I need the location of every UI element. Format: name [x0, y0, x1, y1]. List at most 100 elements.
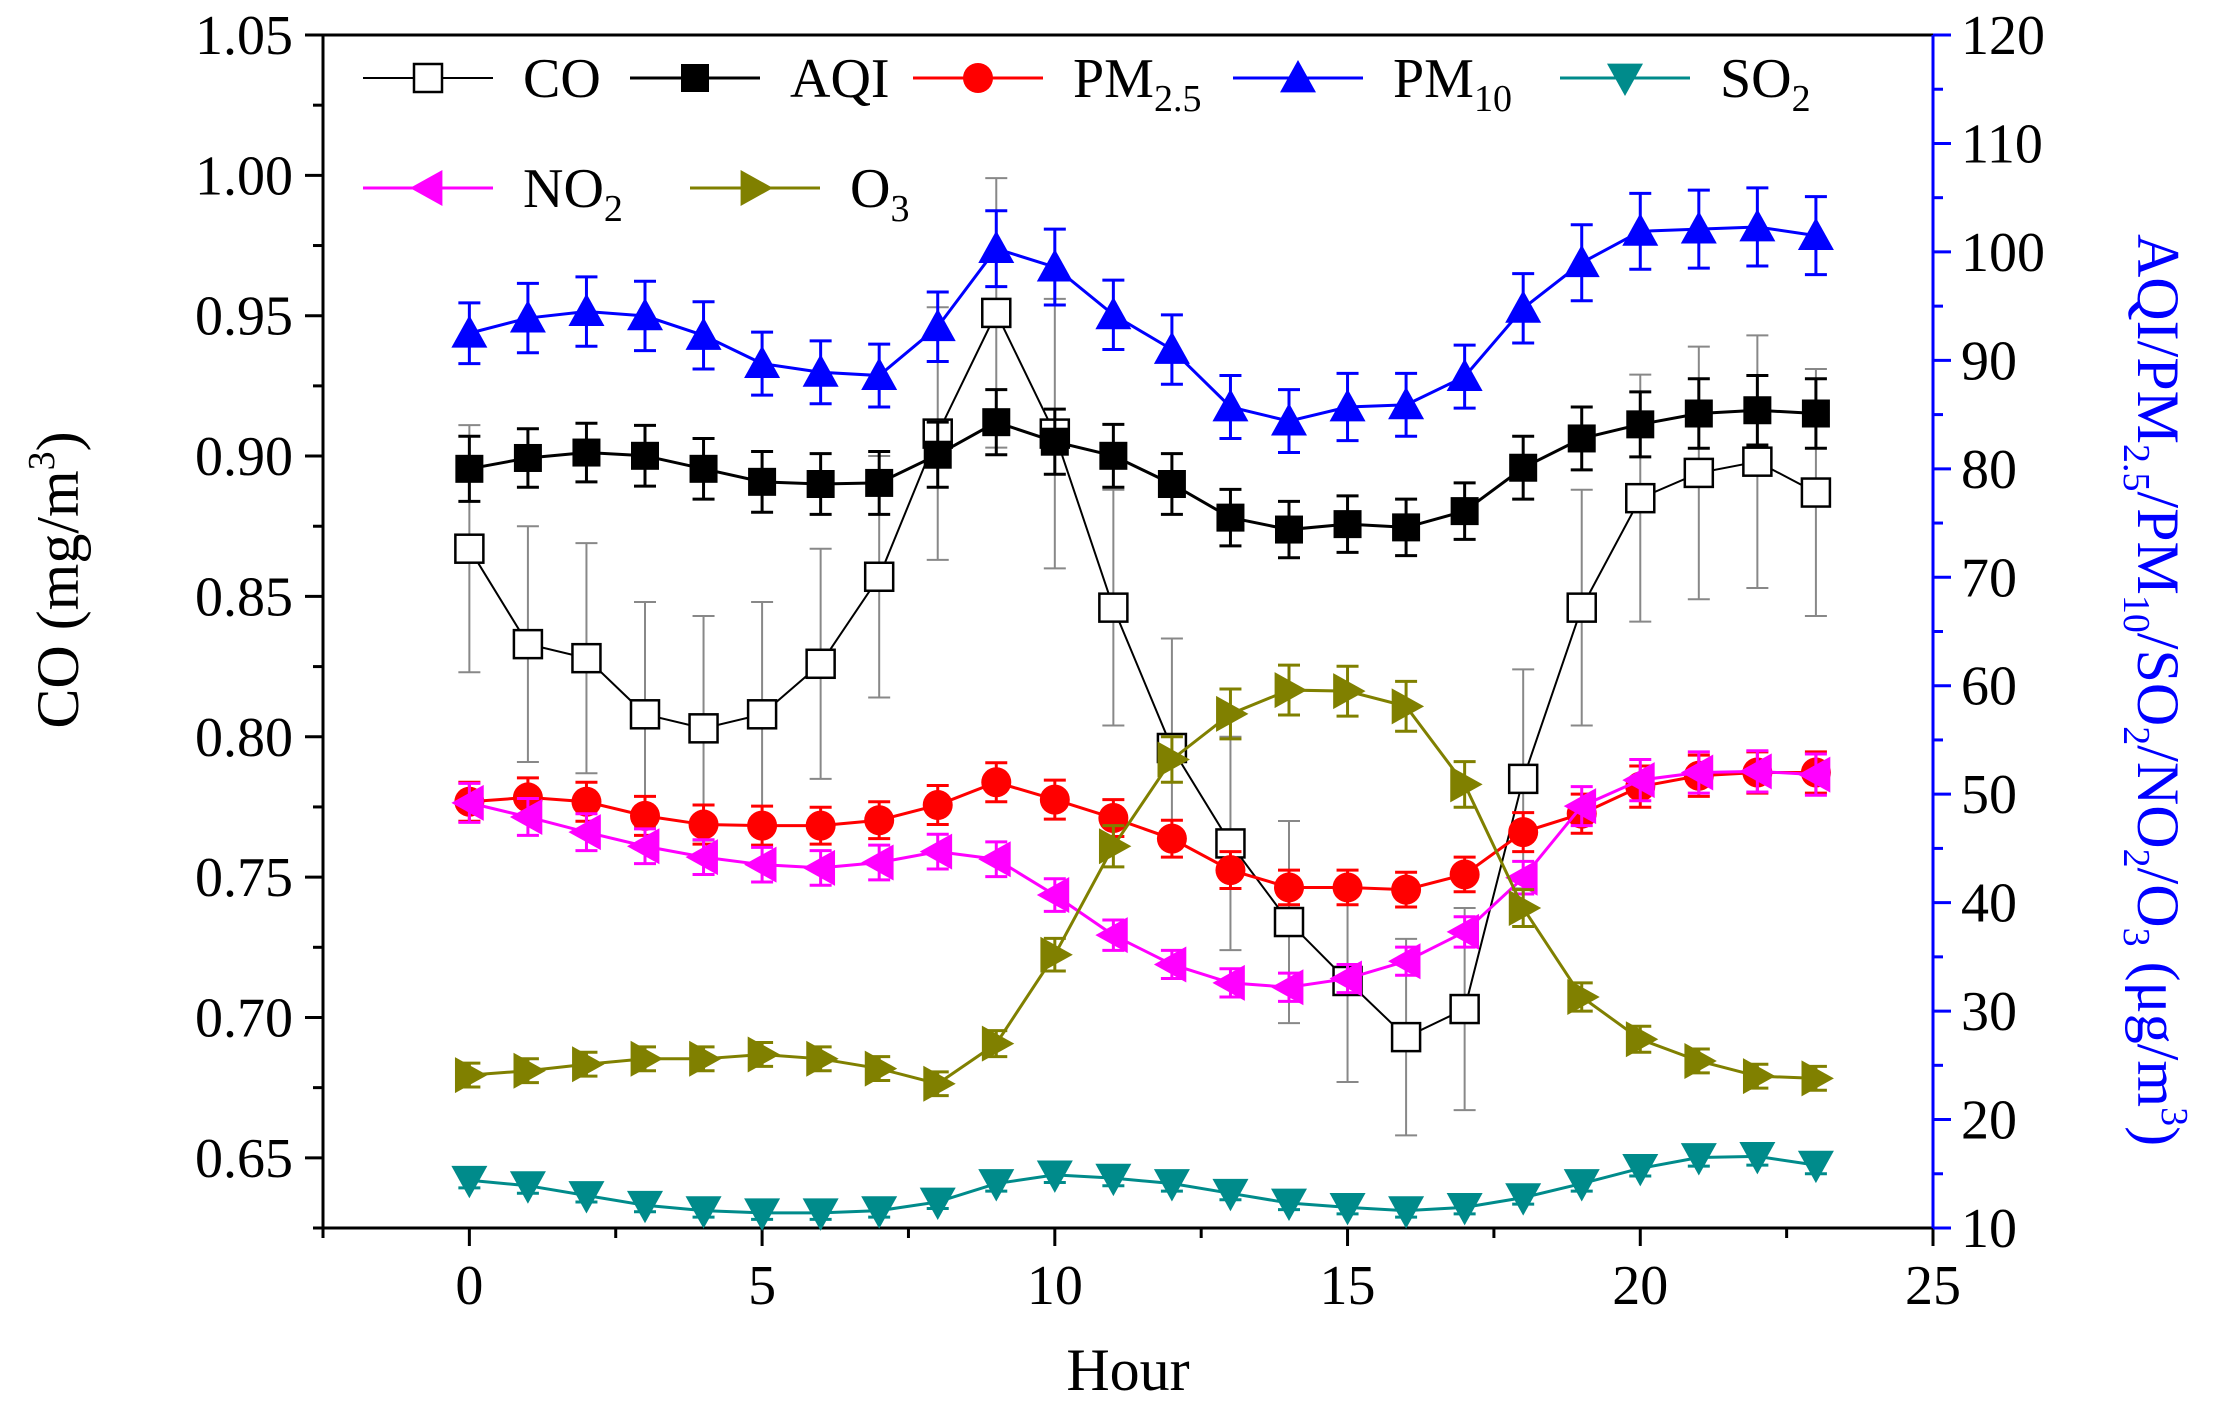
- data-point: [1684, 1042, 1717, 1079]
- data-point: [861, 357, 898, 390]
- data-point: [1329, 960, 1362, 997]
- data-point: [689, 454, 718, 483]
- data-point: [1797, 1150, 1834, 1184]
- data-point: [923, 1065, 956, 1102]
- legend-item-aqi: AQI: [630, 48, 890, 110]
- data-point: [919, 833, 953, 870]
- data-point: [864, 805, 895, 836]
- data-point: [627, 828, 660, 865]
- data-point: [1036, 877, 1070, 914]
- data-point: [454, 533, 485, 564]
- data-point: [748, 467, 777, 496]
- data-point: [1683, 457, 1715, 489]
- series-line: [468, 225, 1817, 423]
- data-point: [1446, 913, 1480, 950]
- data-point: [568, 1181, 605, 1214]
- data-point: [978, 1169, 1015, 1202]
- data-point: [627, 1190, 663, 1224]
- right-y-tick-label: 20: [1961, 1090, 2017, 1152]
- data-point: [1743, 396, 1772, 425]
- legend-marker: [1607, 63, 1643, 96]
- x-tick-label: 10: [1027, 1255, 1083, 1317]
- data-point: [1388, 1196, 1425, 1229]
- data-point: [1212, 964, 1245, 1001]
- x-tick-label: 5: [748, 1255, 776, 1317]
- data-point: [1622, 1153, 1659, 1187]
- left-y-tick-label: 0.70: [195, 987, 293, 1049]
- data-point: [1567, 978, 1600, 1015]
- data-point: [509, 300, 546, 333]
- data-point: [685, 1196, 722, 1229]
- left-y-tick-label: 0.80: [195, 707, 293, 769]
- data-point: [1739, 208, 1776, 242]
- data-point: [806, 470, 835, 499]
- data-point: [1801, 1060, 1834, 1097]
- right-y-tick-label: 70: [1961, 547, 2017, 609]
- data-point: [802, 849, 836, 886]
- left-y-tick-label: 0.85: [195, 566, 293, 628]
- data-point: [864, 1050, 898, 1087]
- data-point: [1625, 482, 1656, 514]
- data-point: [1099, 441, 1128, 470]
- data-point: [571, 786, 602, 817]
- legend-marker: [412, 62, 444, 94]
- data-point: [747, 1036, 781, 1073]
- data-point: [1153, 1169, 1190, 1202]
- data-point: [568, 814, 601, 851]
- right-y-tick-label: 10: [1961, 1198, 2017, 1260]
- data-point: [1680, 211, 1717, 244]
- left-y-tick-label: 1.00: [195, 145, 293, 207]
- data-point: [1098, 828, 1132, 865]
- left-y-tick-label: 0.95: [195, 286, 293, 348]
- data-point: [982, 408, 1011, 437]
- data-point: [572, 1046, 605, 1083]
- data-point: [1801, 399, 1830, 428]
- data-point: [805, 648, 836, 680]
- legend-item-pm10: PM10: [1233, 48, 1512, 120]
- data-point: [1040, 936, 1073, 973]
- x-tick-label: 15: [1320, 1255, 1376, 1317]
- legend-marker: [740, 170, 773, 206]
- data-point: [1271, 403, 1307, 436]
- data-point: [919, 1187, 956, 1220]
- data-point: [1275, 515, 1303, 544]
- data-point: [513, 443, 542, 472]
- left-y-tick-label: 0.75: [195, 847, 293, 909]
- data-point: [1446, 358, 1483, 392]
- series-pm10: [451, 186, 1834, 455]
- data-point: [1567, 424, 1596, 453]
- data-point: [1329, 1192, 1366, 1226]
- data-point: [1508, 890, 1542, 927]
- data-point: [1274, 872, 1304, 903]
- data-point: [685, 839, 718, 876]
- data-point: [1153, 331, 1190, 364]
- data-point: [746, 699, 778, 730]
- data-point: [451, 1165, 488, 1199]
- data-point: [1563, 244, 1600, 278]
- series-no2: [451, 749, 1831, 1006]
- data-point: [978, 230, 1015, 264]
- data-point: [568, 293, 605, 326]
- data-point: [919, 308, 956, 342]
- data-point: [861, 844, 894, 881]
- data-point: [1739, 753, 1772, 790]
- legend-item-so2: SO2: [1560, 48, 1811, 120]
- legend-label: O3: [850, 158, 909, 230]
- data-point: [1333, 673, 1366, 710]
- data-point: [571, 642, 602, 674]
- legend-label: SO2: [1720, 48, 1811, 120]
- data-point: [1563, 1169, 1600, 1202]
- right-y-tick-label: 40: [1961, 873, 2017, 935]
- data-point: [689, 1040, 722, 1077]
- x-axis-title: Hour: [1066, 1337, 1189, 1403]
- data-point: [806, 1040, 839, 1077]
- data-point: [1742, 446, 1773, 477]
- legend-marker: [963, 63, 993, 93]
- data-point: [1626, 410, 1655, 439]
- right-y-tick-label: 60: [1961, 656, 2017, 718]
- data-point: [688, 713, 719, 744]
- legend-label: PM2.5: [1073, 48, 1201, 120]
- data-point: [1449, 859, 1480, 890]
- data-point: [861, 1196, 898, 1229]
- legend-item-pm25: PM2.5: [913, 48, 1201, 120]
